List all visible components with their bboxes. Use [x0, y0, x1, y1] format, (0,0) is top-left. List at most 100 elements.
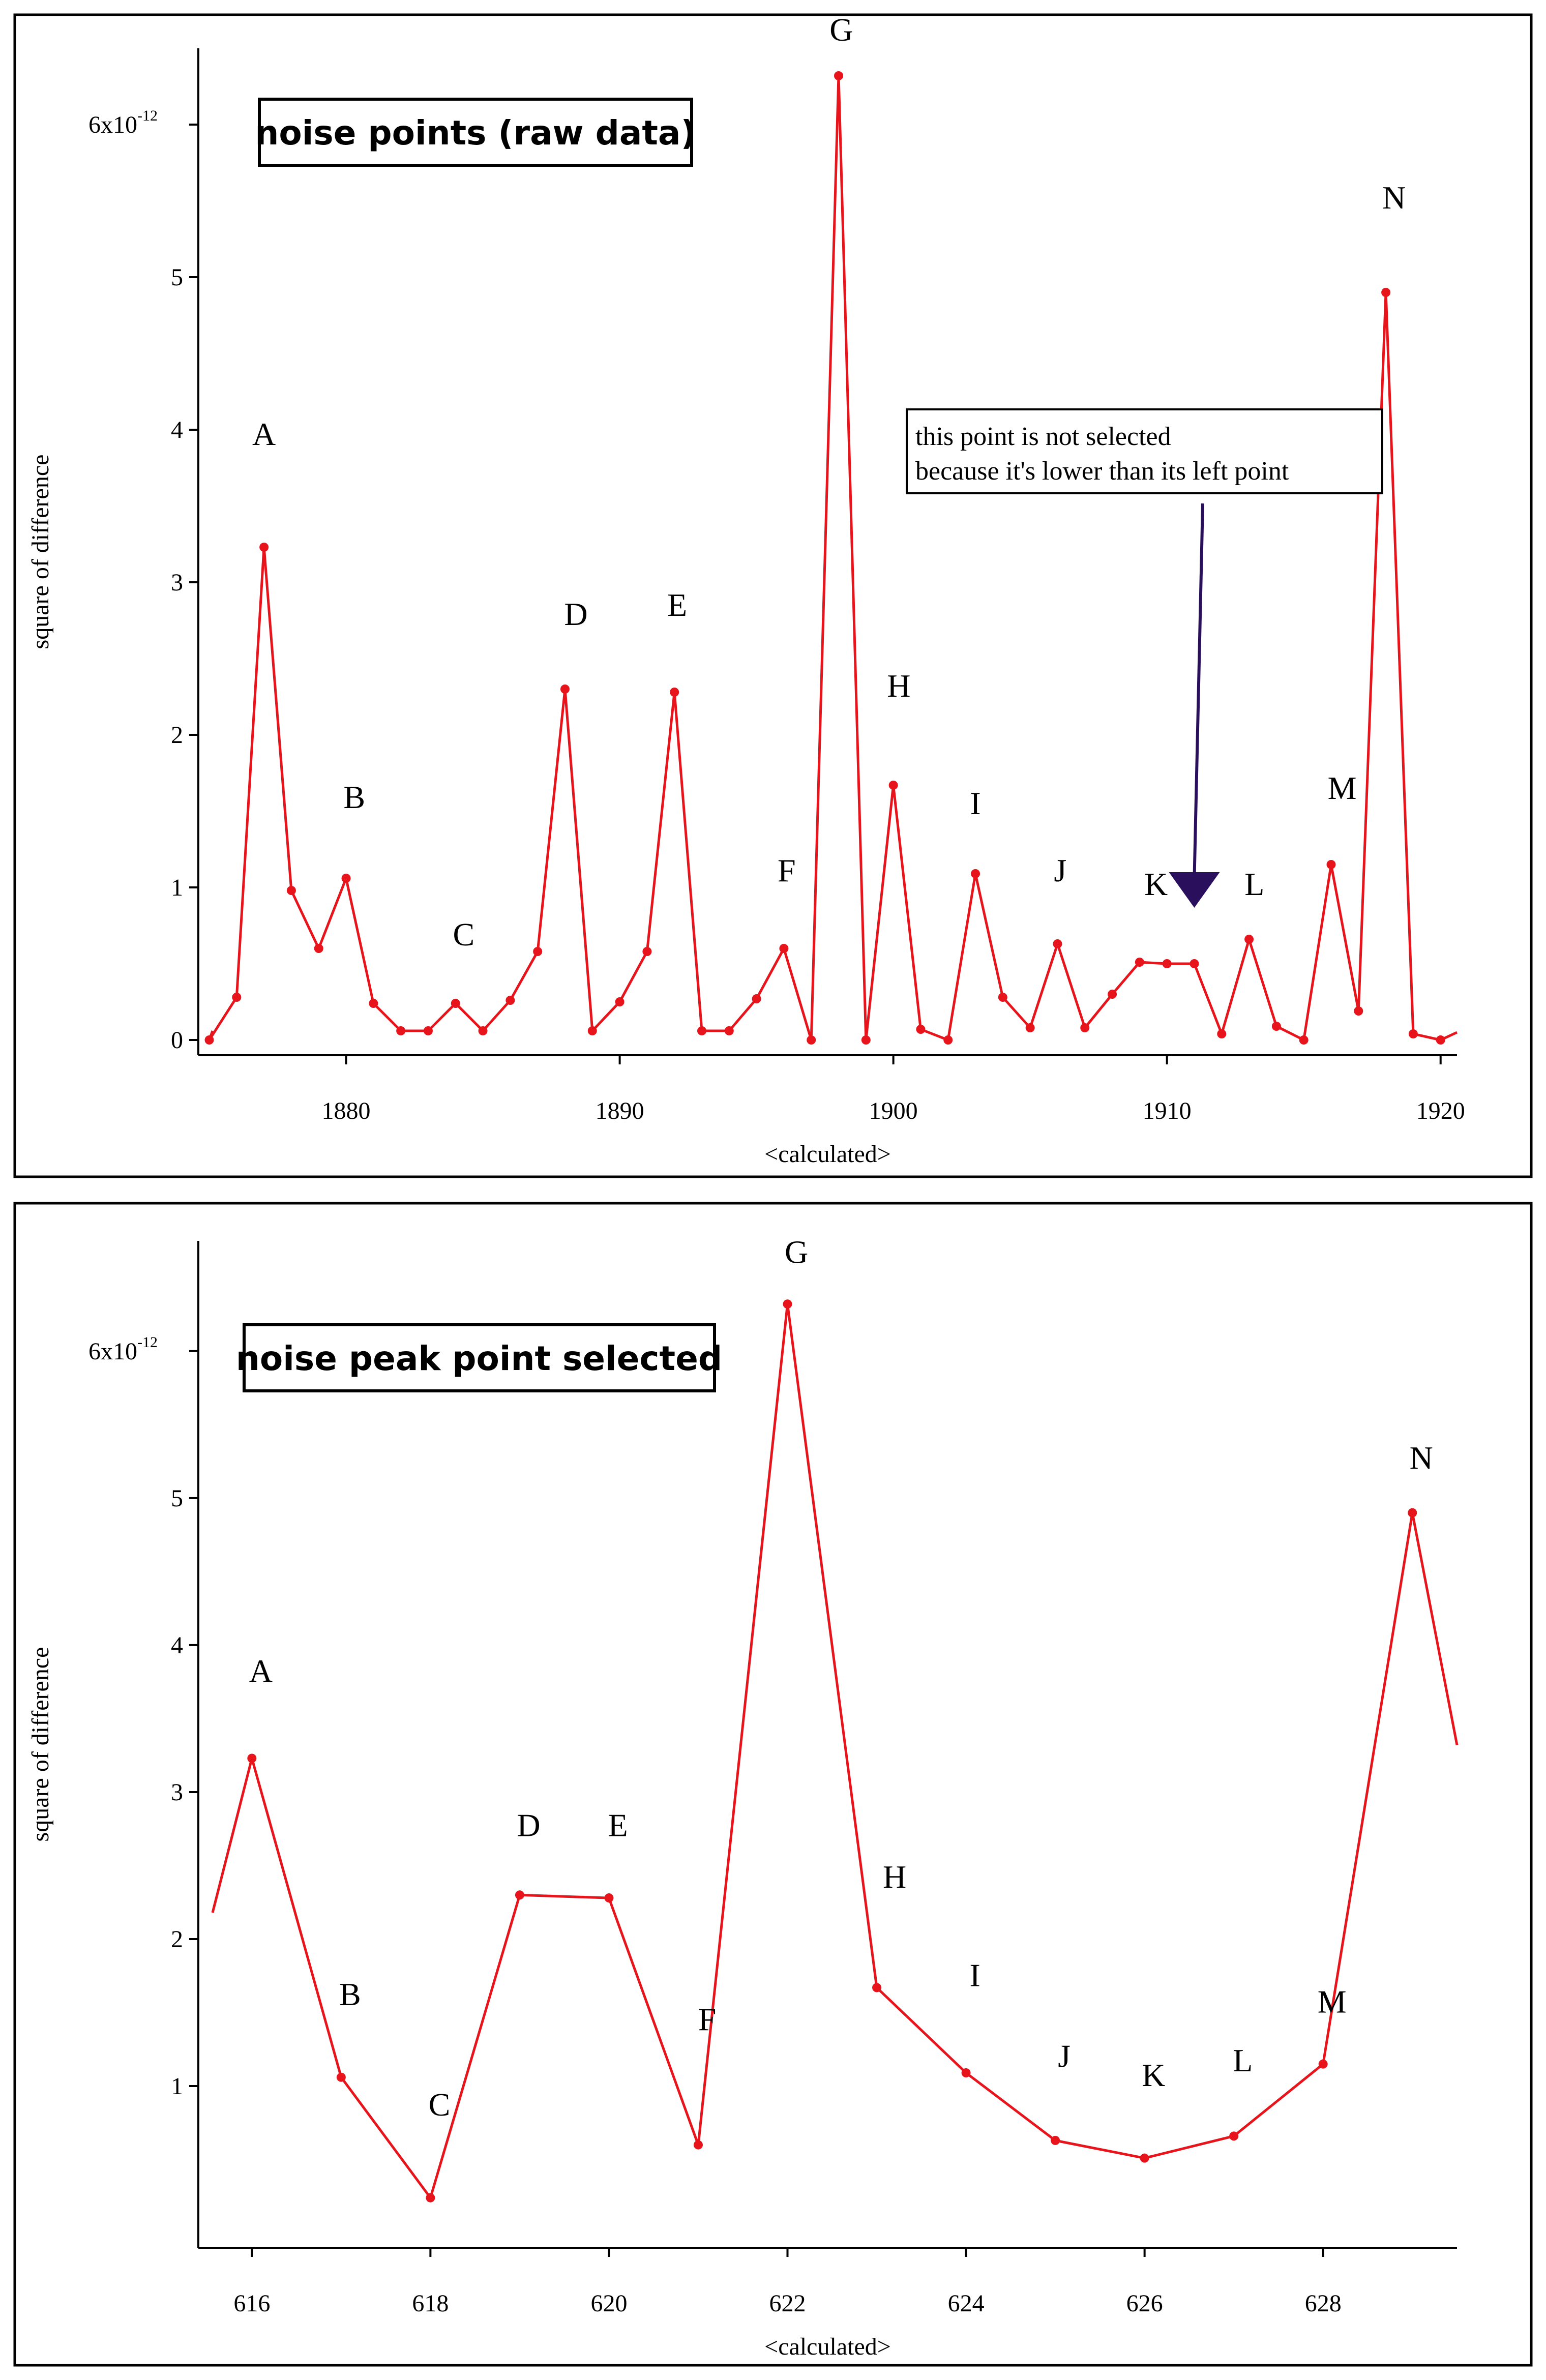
y-axis-title: square of difference — [27, 1647, 54, 1842]
data-point — [1318, 2059, 1328, 2069]
point-label: D — [517, 1807, 540, 1843]
axes: 1 2 3 4 5 6x10-12 616 618 620 622 624 626 628 <calcul… — [27, 1241, 1457, 2360]
data-point — [1326, 860, 1336, 869]
annotation-arrow-shaft — [1193, 503, 1204, 878]
point-label: M — [1318, 1984, 1347, 2020]
data-point — [1053, 939, 1062, 948]
panel-frame — [13, 1202, 1533, 2367]
data-point — [971, 869, 980, 878]
point-label: H — [883, 1859, 906, 1895]
point-label: L — [1244, 866, 1264, 902]
data-point — [1229, 2131, 1239, 2141]
chart-title: noise points (raw data) — [255, 113, 696, 153]
x-tick-label: 618 — [412, 2290, 449, 2317]
point-label: C — [429, 2087, 451, 2123]
x-axis-title: <calculated> — [764, 2333, 891, 2360]
data-point — [834, 71, 844, 80]
data-point — [1408, 1029, 1418, 1038]
raw-data-panel: 0 1 2 3 4 5 6x10-12 1880 1890 1900 1910 1920 <calcul… — [13, 12, 1533, 1178]
data-point — [314, 944, 323, 953]
data-point — [259, 543, 269, 552]
y-axis-title: square of difference — [27, 455, 54, 649]
annotation-box — [906, 408, 1383, 494]
data-point — [451, 999, 460, 1008]
data-point — [693, 2140, 703, 2150]
data-point — [478, 1026, 488, 1035]
panel-frame — [13, 13, 1533, 1178]
series-layer — [211, 1299, 1459, 2203]
point-label: H — [887, 668, 910, 704]
x-tick-label: 620 — [590, 2290, 627, 2317]
y-tick-label: 5 — [171, 264, 183, 291]
point-label: F — [698, 2001, 717, 2037]
y-tick-label: 1 — [171, 874, 183, 901]
data-point — [204, 1035, 214, 1045]
data-point — [1051, 2135, 1060, 2145]
point-label: F — [778, 852, 796, 888]
title-layer: noise points (raw data) — [255, 98, 696, 167]
data-point — [916, 1025, 926, 1034]
peak-selected-panel: 1 2 3 4 5 6x10-12 616 618 620 622 624 626 628 <calcul… — [13, 1202, 1533, 2367]
x-tick-label: 626 — [1126, 2290, 1163, 2317]
data-point — [779, 944, 789, 953]
data-point — [1271, 1022, 1281, 1031]
data-point — [961, 2068, 971, 2078]
x-axis-title: <calculated> — [764, 1141, 891, 1168]
point-label: J — [1054, 852, 1066, 888]
data-point — [369, 999, 378, 1008]
data-point — [1217, 1029, 1227, 1038]
y-tick-label: 2 — [171, 722, 183, 749]
series-layer — [204, 71, 1458, 1045]
data-point — [943, 1035, 953, 1045]
y-tick-label: 4 — [171, 416, 183, 443]
point-labels: A B C D E F G H I J K L M N — [252, 12, 1406, 953]
data-point — [861, 1035, 871, 1045]
data-point — [998, 993, 1007, 1002]
annotation-arrow-head — [1169, 872, 1220, 908]
data-point — [560, 685, 570, 694]
y-tick-label: 6x10-12 — [88, 107, 158, 138]
point-label: E — [667, 587, 687, 623]
data-point — [1140, 2153, 1149, 2163]
y-tick-label: 3 — [171, 1779, 183, 1806]
data-point — [1436, 1035, 1445, 1045]
series-line — [211, 1302, 1459, 2199]
x-tick-label: 624 — [948, 2290, 985, 2317]
y-tick-label: 6x10-12 — [88, 1334, 158, 1365]
data-point — [426, 2193, 435, 2203]
data-point — [506, 996, 515, 1005]
x-tick-label: 616 — [233, 2290, 270, 2317]
point-label: I — [969, 1957, 980, 1993]
data-point — [670, 688, 679, 697]
data-point — [1381, 288, 1391, 297]
y-tick-label: 1 — [171, 2073, 183, 2100]
data-point — [783, 1299, 792, 1309]
y-tick-label: 4 — [171, 1632, 183, 1659]
y-tick-label: 2 — [171, 1926, 183, 1953]
data-point — [807, 1035, 816, 1045]
x-tick-label: 622 — [769, 2290, 806, 2317]
x-tick-label: 1900 — [869, 1097, 918, 1124]
point-label: A — [249, 1653, 273, 1689]
data-point — [286, 886, 296, 895]
annotation: this point is not selected because it's … — [906, 408, 1383, 908]
point-label: J — [1058, 2038, 1071, 2074]
point-label: D — [564, 596, 587, 632]
data-point — [604, 1893, 614, 1903]
data-point — [1025, 1023, 1035, 1032]
annotation-line-2: because it's lower than its left point — [915, 457, 1289, 486]
point-labels: A B C D E F G H I J K L M N — [249, 1234, 1433, 2122]
data-point — [515, 1890, 524, 1900]
chart-title: noise peak point selected — [236, 1339, 722, 1378]
chart-title-box — [258, 98, 693, 167]
y-tick-label: 5 — [171, 1485, 183, 1512]
title-layer: noise peak point selected — [236, 1323, 722, 1392]
point-label: L — [1233, 2042, 1253, 2078]
x-tick-label: 1920 — [1416, 1097, 1465, 1124]
point-label: G — [785, 1234, 808, 1270]
data-point — [1162, 959, 1172, 968]
point-label: B — [343, 779, 365, 815]
data-point — [1190, 959, 1199, 968]
data-point — [533, 947, 543, 956]
point-label: C — [453, 916, 475, 953]
